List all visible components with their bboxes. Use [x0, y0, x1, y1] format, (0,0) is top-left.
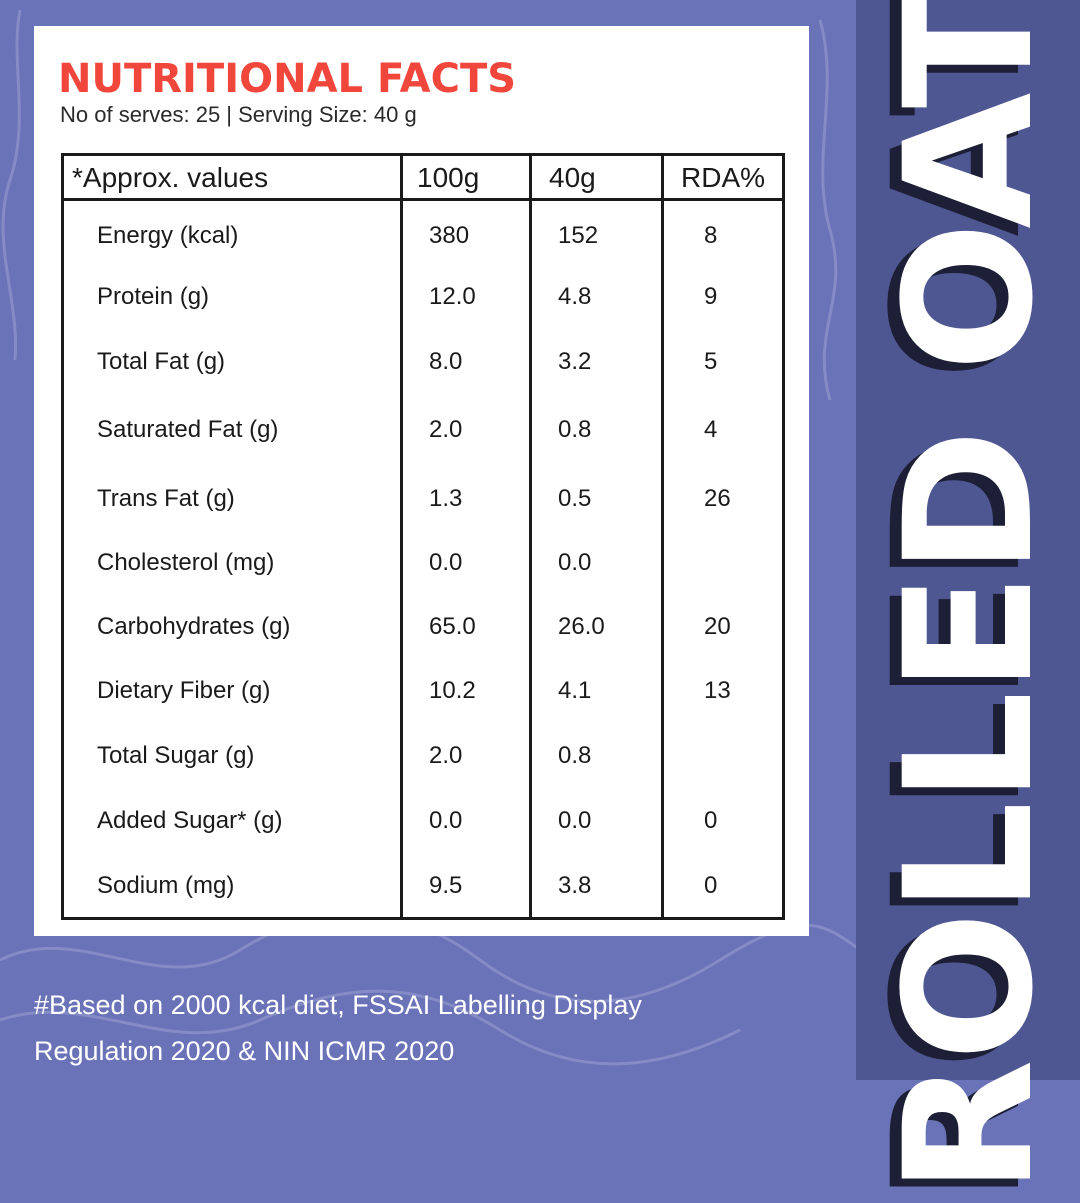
- nutrient-label: Total Sugar (g): [97, 742, 255, 769]
- value-100g: 2.0: [429, 742, 463, 769]
- nutrient-label: Protein (g): [97, 283, 210, 310]
- header-40g: 40g: [549, 162, 596, 193]
- value-rda: 5: [704, 348, 718, 375]
- table-row: Trans Fat (g) 1.3 0.5 26: [64, 485, 782, 525]
- value-rda: 0: [704, 872, 718, 899]
- value-rda: 26: [704, 485, 731, 512]
- value-rda: 20: [704, 613, 731, 640]
- background-swirl-pattern: [0, 9, 860, 1066]
- table-row: Dietary Fiber (g) 10.2 4.1 13: [64, 677, 782, 717]
- value-40g: 152: [558, 222, 599, 249]
- footnote: #Based on 2000 kcal diet, FSSAI Labellin…: [34, 982, 834, 1074]
- nutrient-label: Saturated Fat (g): [97, 416, 279, 443]
- value-40g: 0.5: [558, 485, 592, 512]
- nutrition-card: NUTRITIONAL FACTS No of serves: 25 | Ser…: [34, 26, 809, 936]
- header-approx-values: *Approx. values: [72, 162, 269, 193]
- value-rda: 9: [704, 283, 718, 310]
- side-band: [856, 0, 1080, 1080]
- value-40g: 0.0: [558, 807, 592, 834]
- nutrient-label: Carbohydrates (g): [97, 613, 291, 640]
- footnote-line-1: #Based on 2000 kcal diet, FSSAI Labellin…: [34, 990, 642, 1020]
- value-100g: 12.0: [429, 283, 476, 310]
- table-row: Protein (g) 12.0 4.8 9: [64, 283, 782, 323]
- column-divider: [661, 156, 664, 917]
- value-100g: 2.0: [429, 416, 463, 443]
- nutrient-label: Energy (kcal): [97, 222, 239, 249]
- table-row: Cholesterol (mg) 0.0 0.0: [64, 549, 782, 589]
- nutrient-label: Added Sugar* (g): [97, 807, 283, 834]
- serving-info: No of serves: 25 | Serving Size: 40 g: [60, 102, 417, 127]
- value-40g: 0.0: [558, 549, 592, 576]
- value-rda: 0: [704, 807, 718, 834]
- table-row: Saturated Fat (g) 2.0 0.8 4: [64, 416, 782, 456]
- table-row: Sodium (mg) 9.5 3.8 0: [64, 872, 782, 912]
- value-100g: 1.3: [429, 485, 463, 512]
- value-rda: 13: [704, 677, 731, 704]
- nutrient-label: Total Fat (g): [97, 348, 226, 375]
- side-title-area: ROLLED OATS ROLLED OATS: [855, 0, 1072, 1203]
- value-40g: 0.8: [558, 416, 592, 443]
- nutrition-table: *Approx. values 100g 40g RDA% Energy (kc…: [61, 153, 785, 920]
- table-row: Carbohydrates (g) 65.0 26.0 20: [64, 613, 782, 653]
- nutrient-label: Sodium (mg): [97, 872, 235, 899]
- nutrient-label: Dietary Fiber (g): [97, 677, 271, 704]
- header-100g: 100g: [417, 162, 480, 193]
- nutrition-title: NUTRITIONAL FACTS: [58, 56, 517, 102]
- nutrient-label: Cholesterol (mg): [97, 549, 275, 576]
- nutrient-label: Trans Fat (g): [97, 485, 235, 512]
- value-40g: 3.8: [558, 872, 592, 899]
- table-row: Total Fat (g) 8.0 3.2 5: [64, 348, 782, 388]
- value-40g: 4.8: [558, 283, 592, 310]
- value-100g: 10.2: [429, 677, 476, 704]
- table-row: Added Sugar* (g) 0.0 0.0 0: [64, 807, 782, 847]
- value-rda: 4: [704, 416, 718, 443]
- value-100g: 380: [429, 222, 470, 249]
- value-40g: 3.2: [558, 348, 592, 375]
- table-row: Energy (kcal) 380 152 8: [64, 222, 782, 262]
- value-100g: 0.0: [429, 807, 463, 834]
- header-rda: RDA%: [681, 162, 766, 193]
- table-header: *Approx. values 100g 40g RDA%: [64, 156, 782, 201]
- value-100g: 8.0: [429, 348, 463, 375]
- value-40g: 26.0: [558, 613, 605, 640]
- value-100g: 0.0: [429, 549, 463, 576]
- side-title: ROLLED OATS: [867, 0, 1072, 1195]
- value-40g: 0.8: [558, 742, 592, 769]
- table-row: Total Sugar (g) 2.0 0.8: [64, 742, 782, 782]
- column-divider: [400, 156, 403, 917]
- value-40g: 4.1: [558, 677, 592, 704]
- column-divider: [529, 156, 532, 917]
- footnote-line-2: Regulation 2020 & NIN ICMR 2020: [34, 1036, 455, 1066]
- value-100g: 9.5: [429, 872, 463, 899]
- value-100g: 65.0: [429, 613, 476, 640]
- value-rda: 8: [704, 222, 718, 249]
